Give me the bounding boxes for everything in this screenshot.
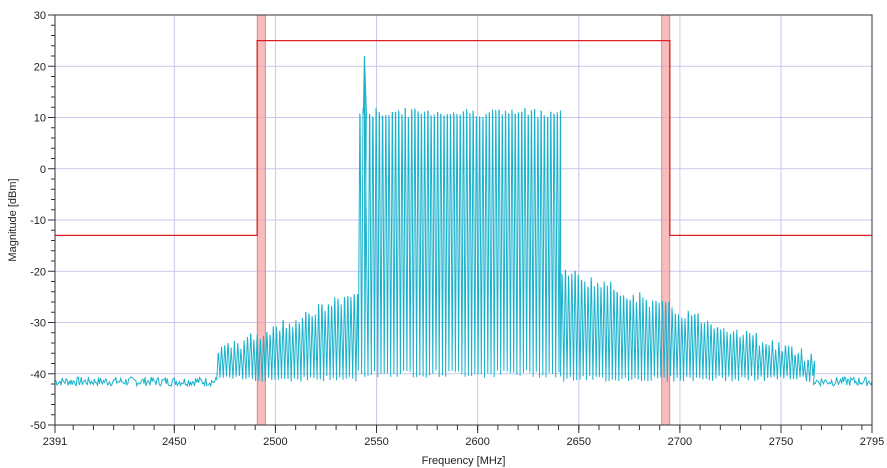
- y-axis-title: Magnitude [dBm]: [7, 178, 19, 261]
- x-tick-label: 2391: [43, 436, 67, 448]
- y-tick-label: -30: [30, 318, 46, 330]
- y-tick-label: 20: [34, 61, 46, 73]
- y-tick-label: -10: [30, 215, 46, 227]
- series-layer: [54, 39, 873, 388]
- x-tick-label: 2700: [668, 436, 692, 448]
- limit-mask-line: [55, 39, 872, 237]
- x-tick-label: 2600: [465, 436, 489, 448]
- y-tick-label: 0: [40, 164, 46, 176]
- y-tick-label: -50: [30, 420, 46, 432]
- y-tick-label: 30: [34, 10, 46, 22]
- x-tick-label: 2550: [364, 436, 388, 448]
- y-tick-label: -20: [30, 266, 46, 278]
- grid-lines: [54, 14, 873, 426]
- spectrum-trace: [54, 55, 873, 388]
- x-tick-label: 2650: [567, 436, 591, 448]
- y-tick-label: 10: [34, 113, 46, 125]
- axes: 30 20 10 0 -10 -20 -30 -40 -50 2391 2450 2500 2550 26…: [30, 10, 884, 448]
- highlight-band: [661, 14, 671, 426]
- x-tick-label: 2500: [263, 436, 287, 448]
- x-tick-label: 2450: [162, 436, 186, 448]
- x-tick-label: 2795: [860, 436, 884, 448]
- y-tick-label: -40: [30, 369, 46, 381]
- x-tick-label: 2750: [769, 436, 793, 448]
- x-axis-title: Frequency [MHz]: [422, 455, 506, 467]
